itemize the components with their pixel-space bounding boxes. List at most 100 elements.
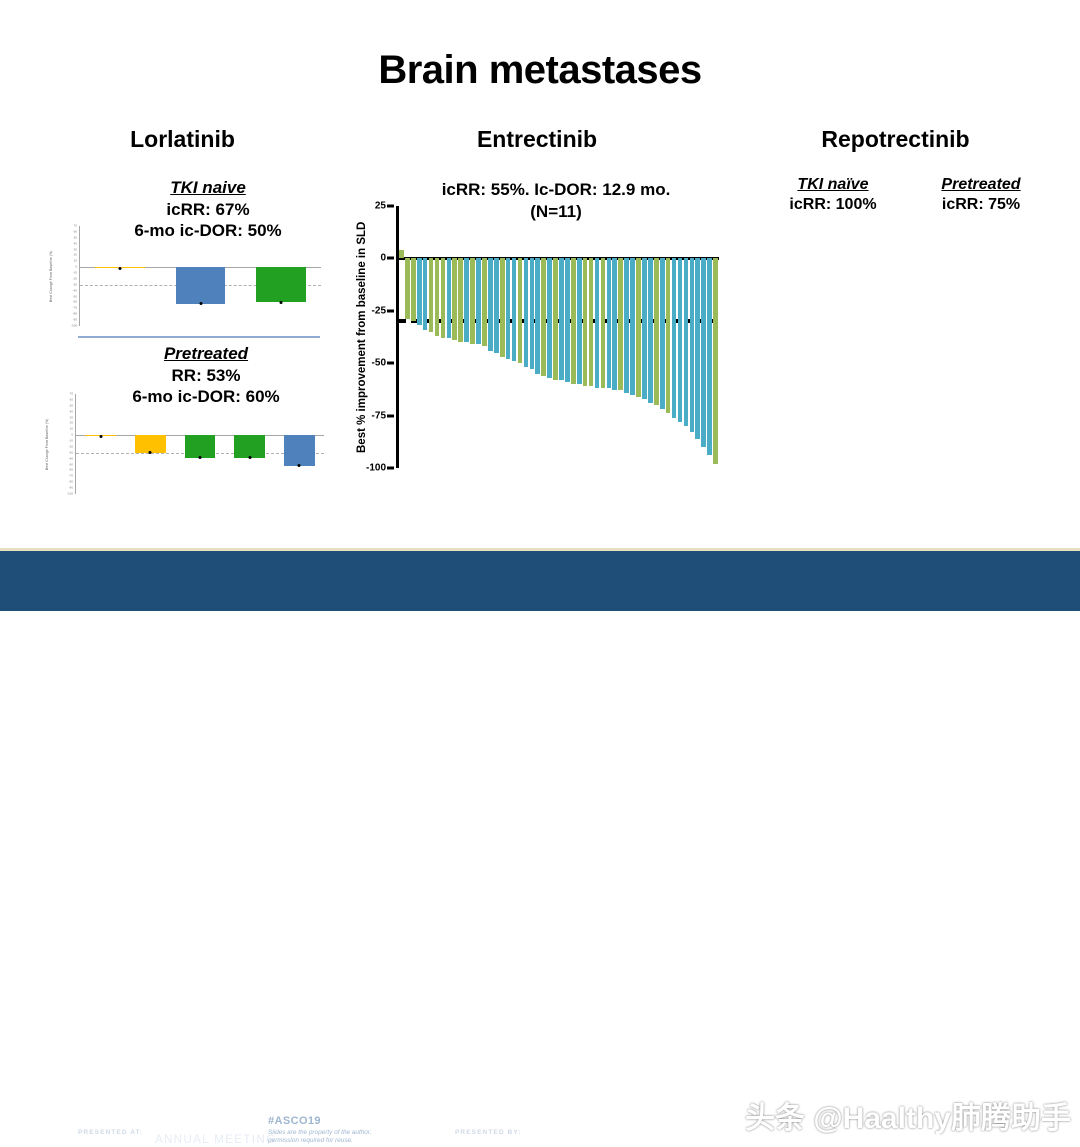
mini-bar: [283, 435, 315, 466]
mini-tick-label: -30: [68, 450, 73, 455]
entrectinib-bar: [405, 258, 410, 320]
entrectinib-threshold-line: [398, 319, 719, 324]
lorlatinib-pretreated-rr: RR: 53%: [171, 366, 241, 385]
entrectinib-bar: [571, 258, 576, 385]
mini-bar-marker: [148, 451, 152, 455]
mini-bar: [135, 435, 166, 453]
mini-bar: [175, 267, 226, 304]
mini-tick-label: -50: [72, 294, 77, 299]
entrectinib-bar: [606, 258, 612, 389]
mini-tick-label: 40: [69, 409, 73, 414]
repotrectinib-naive-stats: TKI naïve icRR: 100%: [762, 176, 904, 214]
mini-tick-label: -90: [68, 485, 73, 490]
entrectinib-bar: [713, 258, 718, 464]
lorlatinib-pretreated-dor: 6-mo ic-DOR: 60%: [132, 387, 280, 406]
entrectinib-tick-label: -75: [371, 410, 386, 422]
entrectinib-bar: [565, 258, 570, 383]
entrectinib-zero-line: [398, 256, 719, 260]
mini-tick-label: -100: [66, 491, 73, 496]
entrectinib-bar: [434, 258, 440, 336]
presented-at-label: PRESENTED AT:: [78, 1129, 144, 1136]
repotrectinib-pretreated-stats: Pretreated icRR: 75%: [906, 176, 1056, 214]
entrectinib-bar: [411, 258, 416, 322]
panel-repotrectinib: TKI naïve icRR: 100% Pretreated icRR: 75…: [756, 170, 1074, 520]
lorlatinib-naive-dor: 6-mo ic-DOR: 50%: [134, 221, 282, 240]
entrectinib-bar: [683, 258, 689, 427]
entrectinib-bar: [677, 258, 683, 422]
chart-repotrectinib-pretreated: [890, 220, 1040, 510]
entrectinib-bar: [440, 258, 446, 339]
mini-tick-label: -100: [70, 323, 77, 328]
mini-bar-marker: [99, 434, 103, 438]
entrectinib-bar: [464, 258, 469, 343]
presenter-name: Benjamin Besse: [528, 1128, 590, 1137]
mini-y-ticks: 70 60 50 40 30 20 10 0 -10 -20 -30 -40 -50 -60 -70 -80-…: [53, 391, 75, 496]
mini-tick-label: 50: [69, 403, 73, 408]
entrectinib-bar: [399, 250, 404, 259]
lorlatinib-naive-icrr: icRR: 67%: [166, 200, 250, 219]
rights-notice: Slides are the property of the author, p…: [268, 1129, 372, 1144]
entrectinib-bar: [499, 258, 505, 357]
mini-bar-marker: [118, 266, 122, 270]
entrectinib-tick-mark: [387, 361, 394, 365]
asco-year: 2019: [155, 1115, 189, 1132]
panel-entrectinib: icRR: 55%. Ic-DOR: 12.9 mo. (N=11) Best …: [352, 176, 720, 506]
entrectinib-bar: [529, 258, 535, 370]
mini-tick-label: -10: [68, 438, 73, 443]
mini-tick-label: -30: [72, 282, 77, 287]
mini-tick-label: -70: [72, 305, 77, 310]
entrectinib-bar: [517, 258, 523, 364]
mini-plot-area: [76, 394, 324, 494]
mini-tick-label: -40: [72, 288, 77, 293]
entrectinib-bar: [624, 258, 629, 393]
chart-lorlatinib-naive: Best Change From Baseline (%) 70 60 50 40 30 2…: [46, 223, 321, 328]
lorlatinib-pretreated-heading: Pretreated: [163, 344, 249, 363]
mini-tick-label: -20: [72, 276, 77, 281]
mini-tick-label: -10: [72, 270, 77, 275]
entrectinib-bar: [428, 258, 434, 332]
column-title-entrectinib: Entrectinib: [476, 126, 598, 152]
chart-repotrectinib-naive: [760, 266, 890, 504]
entrectinib-bar: [553, 258, 558, 380]
entrectinib-tick-label: -25: [371, 305, 386, 317]
mini-tick-label: 30: [73, 247, 77, 252]
entrectinib-bar: [422, 258, 428, 330]
footer-bar: PRESENTED AT: 2019 ASCO ANNUAL MEETING #…: [0, 548, 1080, 1146]
entrectinib-bar: [458, 258, 464, 343]
entrectinib-bar: [576, 258, 582, 385]
mini-tick-label: -80: [72, 311, 77, 316]
entrectinib-tick-label: 25: [374, 200, 386, 212]
asco-logo-line1: 2019 ASCO: [155, 1113, 276, 1133]
entrectinib-bar: [618, 258, 624, 391]
mini-tick-label: 50: [73, 235, 77, 240]
entrectinib-bar: [588, 258, 594, 387]
lorlatinib-naive-stats: TKI naive icRR: 67% 6-mo ic-DOR: 50%: [88, 178, 328, 242]
asco-hashtag: #ASCO19: [268, 1115, 321, 1127]
entrectinib-tick-mark: [387, 466, 394, 470]
entrectinib-tick-label: -50: [371, 357, 386, 369]
entrectinib-bar: [505, 258, 511, 359]
mini-tick-label: 20: [69, 420, 73, 425]
mini-tick-label: -60: [68, 467, 73, 472]
mini-tick-label: 10: [69, 426, 73, 431]
panel-lorlatinib: TKI naive icRR: 67% 6-mo ic-DOR: 50% Bes…: [28, 170, 346, 505]
entrectinib-bar: [653, 258, 659, 406]
page-title: Brain metastases: [378, 48, 702, 92]
entrectinib-bar: [511, 258, 517, 362]
mini-y-axis-line: [79, 226, 80, 326]
entrectinib-bar: [493, 258, 499, 353]
mini-tick-label: -20: [68, 444, 73, 449]
mini-bar-marker: [198, 456, 202, 460]
mini-tick-label: 70: [69, 391, 73, 396]
mini-bar-marker: [297, 464, 301, 468]
mini-tick-label: 30: [69, 415, 73, 420]
entrectinib-stats: icRR: 55%. Ic-DOR: 12.9 mo. (N=11): [406, 180, 706, 224]
entrectinib-y-ticks: 25 0 -25 -50 -75 -100: [366, 201, 394, 474]
mini-tick-label: -50: [68, 462, 73, 467]
mini-tick-label: -80: [68, 479, 73, 484]
entrectinib-tick-label: 0: [380, 252, 386, 264]
mini-tick-label: 20: [73, 252, 77, 257]
entrectinib-bar: [707, 258, 712, 456]
entrectinib-bar: [701, 258, 706, 448]
mini-tick-label: 70: [73, 223, 77, 228]
